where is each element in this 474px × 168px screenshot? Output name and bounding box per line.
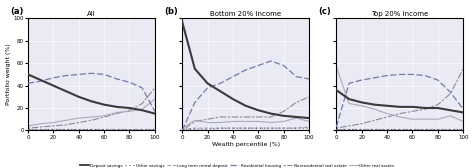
- Text: (c): (c): [319, 7, 331, 16]
- Title: All: All: [87, 11, 96, 17]
- Legend: Deposit savings, Other savings, Long term rental deposit, Residential housing, N: Deposit savings, Other savings, Long ter…: [78, 162, 396, 168]
- Y-axis label: Portfolio weight (%): Portfolio weight (%): [6, 44, 10, 105]
- Title: Bottom 20% income: Bottom 20% income: [210, 11, 281, 17]
- Text: (b): (b): [164, 7, 178, 16]
- Title: Top 20% income: Top 20% income: [371, 11, 428, 17]
- X-axis label: Wealth percentile (%): Wealth percentile (%): [211, 142, 280, 147]
- Text: (a): (a): [10, 7, 24, 16]
